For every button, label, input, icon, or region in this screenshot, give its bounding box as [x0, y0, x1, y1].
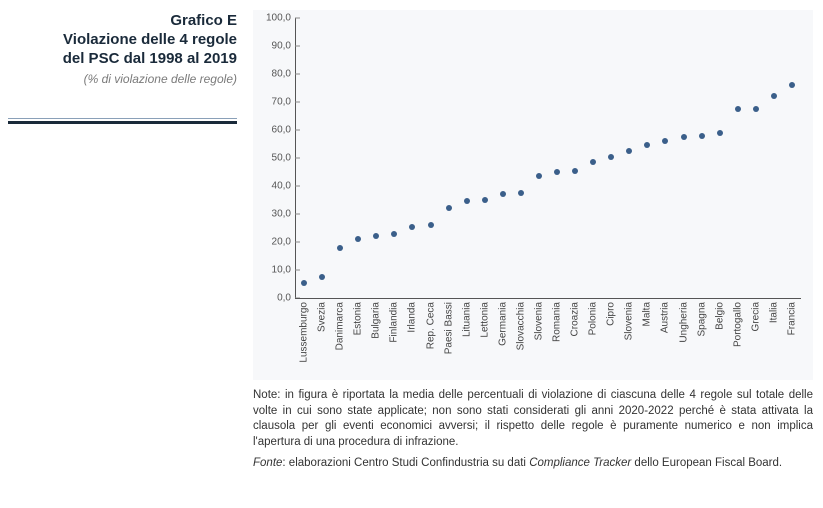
title-line: Violazione delle 4 regole	[8, 31, 237, 50]
source-lead: Fonte	[253, 457, 282, 469]
y-tick	[295, 130, 300, 131]
data-point	[500, 191, 506, 197]
x-tick-label: Polonia	[588, 302, 599, 335]
data-point	[644, 142, 650, 148]
y-tick-label: 50,0	[255, 153, 291, 164]
x-tick-label: Austria	[660, 302, 671, 333]
y-tick-label: 60,0	[255, 125, 291, 136]
data-point	[608, 154, 614, 160]
data-point	[717, 130, 723, 136]
data-point	[771, 93, 777, 99]
x-tick-label: Finlandia	[389, 302, 400, 343]
data-point	[319, 274, 325, 280]
scatter-chart: 0,0 10,0 20,0 30,0 40,0 50,0 60,0 70,0 80,0 90,0 1…	[253, 10, 813, 380]
data-point	[355, 236, 361, 242]
x-tick-label: Cipro	[606, 302, 617, 326]
y-tick	[295, 18, 300, 19]
y-tick-label: 20,0	[255, 237, 291, 248]
x-tick-label: Lussemburgo	[299, 302, 310, 363]
x-tick-label: Paesi Bassi	[443, 302, 454, 354]
data-point	[681, 134, 687, 140]
x-tick-label: Grecia	[750, 302, 761, 331]
right-column: 0,0 10,0 20,0 30,0 40,0 50,0 60,0 70,0 80,0 90,0 1…	[247, 0, 823, 472]
chart-source: Fonte: elaborazioni Centro Studi Confind…	[253, 456, 813, 472]
x-tick-label: Irlanda	[407, 302, 418, 333]
data-point	[301, 280, 307, 286]
x-tick-label: Estonia	[353, 302, 364, 335]
x-tick-label: Francia	[786, 302, 797, 335]
x-tick-label: Belgio	[714, 302, 725, 330]
y-tick	[295, 102, 300, 103]
x-tick-label: Malta	[642, 302, 653, 326]
chart-note: Note: in figura è riportata la media del…	[253, 388, 813, 450]
x-tick-label: Portogallo	[732, 302, 743, 347]
y-tick-label: 0,0	[255, 293, 291, 304]
data-point	[409, 224, 415, 230]
data-point	[735, 106, 741, 112]
data-point	[464, 198, 470, 204]
y-tick	[295, 186, 300, 187]
data-point	[572, 168, 578, 174]
x-tick-label: Slovenia	[624, 302, 635, 340]
x-tick-label: Danimarca	[335, 302, 346, 350]
y-tick	[295, 158, 300, 159]
y-tick-label: 100,0	[255, 13, 291, 24]
chart-subtitle: (% di violazione delle regole)	[8, 72, 237, 86]
x-tick-label: Bulgaria	[371, 302, 382, 339]
title-line: Grafico E	[8, 12, 237, 31]
chart-title: Grafico E Violazione delle 4 regole del …	[8, 12, 237, 68]
x-tick-label: Lituania	[461, 302, 472, 337]
x-tick-label: Rep. Ceca	[425, 302, 436, 349]
y-tick-label: 10,0	[255, 265, 291, 276]
data-point	[391, 231, 397, 237]
x-tick-label: Lettonia	[479, 302, 490, 338]
x-tick-label: Germania	[497, 302, 508, 346]
y-tick-label: 90,0	[255, 41, 291, 52]
data-point	[554, 169, 560, 175]
y-tick-label: 70,0	[255, 97, 291, 108]
data-point	[373, 233, 379, 239]
x-tick-label: Slovacchia	[515, 302, 526, 350]
data-point	[626, 148, 632, 154]
x-tick-label: Slovenia	[533, 302, 544, 340]
title-line: del PSC dal 1998 al 2019	[8, 50, 237, 69]
y-tick-label: 40,0	[255, 181, 291, 192]
y-tick	[295, 74, 300, 75]
y-tick	[295, 270, 300, 271]
data-point	[428, 222, 434, 228]
source-text: : elaborazioni Centro Studi Confindustri…	[282, 457, 529, 469]
y-tick	[295, 242, 300, 243]
x-tick-label: Croazia	[570, 302, 581, 336]
x-tick-label: Romania	[552, 302, 563, 342]
data-point	[446, 205, 452, 211]
data-point	[536, 173, 542, 179]
data-point	[518, 190, 524, 196]
source-tracker: Compliance Tracker	[529, 457, 631, 469]
data-point	[662, 138, 668, 144]
x-axis	[295, 298, 801, 299]
source-text: dello European Fiscal Board.	[631, 457, 782, 469]
left-column: Grafico E Violazione delle 4 regole del …	[0, 0, 247, 472]
y-tick	[295, 46, 300, 47]
data-point	[753, 106, 759, 112]
data-point	[482, 197, 488, 203]
x-tick-label: Spagna	[696, 302, 707, 336]
title-rule	[8, 118, 237, 124]
y-tick-label: 30,0	[255, 209, 291, 220]
x-tick-label: Italia	[768, 302, 779, 323]
data-point	[699, 133, 705, 139]
x-tick-label: Ungheria	[678, 302, 689, 343]
data-point	[337, 245, 343, 251]
y-tick-label: 80,0	[255, 69, 291, 80]
data-point	[789, 82, 795, 88]
data-point	[590, 159, 596, 165]
figure-container: Grafico E Violazione delle 4 regole del …	[0, 0, 823, 472]
x-tick-label: Svezia	[317, 302, 328, 332]
y-tick	[295, 214, 300, 215]
